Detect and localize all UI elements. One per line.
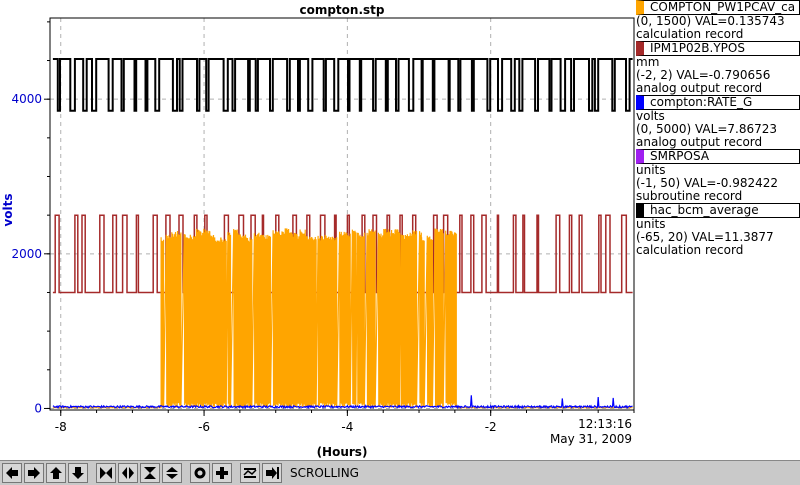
scroll-down-button[interactable]	[68, 463, 88, 483]
zoom-out-y-button[interactable]	[162, 463, 182, 483]
scroll-left-button[interactable]	[2, 463, 22, 483]
toolbar: SCROLLING	[0, 460, 800, 485]
series-line-compton-pw1pcav-ca	[52, 228, 633, 409]
legend-series-detail: (-1, 50) VAL=-0.982422	[636, 176, 779, 190]
plus-icon	[216, 467, 228, 479]
zoom-out-y-icon	[166, 467, 178, 479]
hold-button[interactable]	[240, 463, 260, 483]
legend-series-detail: calculation record	[636, 243, 744, 257]
down-arrow-icon	[72, 467, 84, 479]
record-icon	[194, 467, 206, 479]
scroll-up-button[interactable]	[46, 463, 66, 483]
plot-frame	[49, 17, 635, 411]
jump-to-end-button[interactable]	[262, 463, 282, 483]
hold-icon	[243, 468, 257, 478]
y-axis-label: volts	[1, 193, 15, 226]
legend-item[interactable]: SMRPOSA units (-1, 50) VAL=-0.982422 subrou…	[636, 149, 800, 203]
legend-item[interactable]: hac_bcm_average units (-65, 20) VAL=11.387…	[636, 203, 800, 257]
legend-series-detail: (0, 1500) VAL=0.135743	[636, 14, 785, 28]
legend-series-detail: (0, 5000) VAL=7.86723	[636, 122, 777, 136]
up-arrow-icon	[50, 467, 62, 479]
stripchart-plot: compton.stp volts (Hours) 12:13:16 May 3…	[1, 3, 635, 459]
scroll-right-button[interactable]	[24, 463, 44, 483]
legend-series-name: COMPTON_PW1PCAV_ca	[636, 0, 800, 15]
zoom-in-x-icon	[100, 467, 112, 479]
legend-series-detail: analog output record	[636, 135, 763, 149]
x-tick-label: -2	[485, 420, 497, 434]
zoom-out-x-icon	[122, 467, 134, 479]
legend-item[interactable]: compton:RATE_G volts (0, 5000) VAL=7.86723…	[636, 95, 800, 149]
legend-series-detail: volts	[636, 109, 665, 123]
legend-series-detail: calculation record	[636, 27, 744, 41]
y-tick-label: 4000	[11, 92, 42, 106]
status-text: SCROLLING	[290, 466, 359, 480]
legend-series-name: IPM1P02B.YPOS	[636, 41, 800, 56]
y-tick-label: 0	[34, 401, 42, 415]
legend-series-detail: units	[636, 217, 666, 231]
series-line-compton-rate-g	[52, 395, 633, 410]
zoom-in-y-icon	[144, 467, 156, 479]
legend-series-detail: (-2, 2) VAL=-0.790656	[636, 68, 771, 82]
zoom-in-y-button[interactable]	[140, 463, 160, 483]
chart-title: compton.stp	[299, 3, 384, 17]
legend-series-name: SMRPOSA	[636, 149, 800, 164]
zoom-in-x-button[interactable]	[96, 463, 116, 483]
x-tick-label: -6	[198, 420, 210, 434]
legend-series-name: hac_bcm_average	[636, 203, 800, 218]
series-line-hac-bcm-average	[52, 58, 633, 112]
left-arrow-icon	[6, 467, 18, 479]
x-tick-label: -8	[55, 420, 67, 434]
legend: COMPTON_PW1PCAV_ca (0, 1500) VAL=0.135743…	[636, 0, 800, 257]
legend-series-name: compton:RATE_G	[636, 95, 800, 110]
x-tick-label: -4	[341, 420, 353, 434]
legend-item[interactable]: COMPTON_PW1PCAV_ca (0, 1500) VAL=0.135743…	[636, 0, 800, 41]
date-label: May 31, 2009	[550, 432, 632, 446]
zoom-out-x-button[interactable]	[118, 463, 138, 483]
legend-series-detail: (-65, 20) VAL=11.3877	[636, 230, 774, 244]
legend-series-detail: analog output record	[636, 81, 763, 95]
legend-item[interactable]: IPM1P02B.YPOS mm (-2, 2) VAL=-0.790656 anal…	[636, 41, 800, 95]
plot-svg: compton.stp volts (Hours) 12:13:16 May 3…	[1, 3, 635, 459]
add-button[interactable]	[212, 463, 232, 483]
legend-series-detail: mm	[636, 55, 660, 69]
y-tick-label: 2000	[11, 247, 42, 261]
legend-series-detail: units	[636, 163, 666, 177]
x-axis-label: (Hours)	[317, 445, 368, 459]
right-arrow-icon	[28, 467, 40, 479]
auto-scale-button[interactable]	[190, 463, 210, 483]
legend-series-detail: subroutine record	[636, 189, 743, 203]
time-label: 12:13:16	[578, 417, 632, 431]
jump-end-icon	[266, 467, 279, 479]
